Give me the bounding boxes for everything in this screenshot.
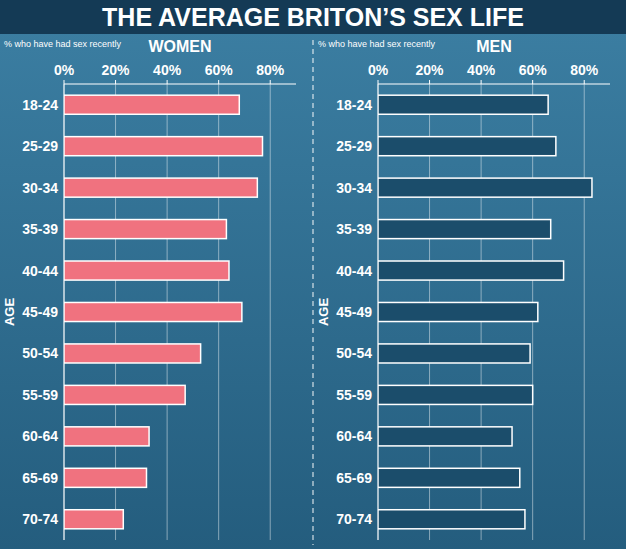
tick-mark [218,80,219,84]
bar [378,178,592,197]
bar [64,385,185,404]
bar [64,95,239,114]
category-label: 30-34 [22,180,58,196]
category-label: 35-39 [22,221,58,237]
grid-line [584,84,585,540]
category-label: 50-54 [336,345,372,361]
bar [378,95,548,114]
bar [378,261,564,280]
category-label: 30-34 [336,180,372,196]
chart-root: THE AVERAGE BRITON’S SEX LIFE % who have … [0,0,626,549]
tick-label: 20% [416,62,445,78]
x-axis-title: % who have had sex recently [318,39,436,49]
bar [64,427,149,446]
bar [378,302,538,321]
category-label: 35-39 [336,221,372,237]
tick-mark [270,80,271,84]
tick-label: 40% [153,62,182,78]
panel-title: WOMEN [148,38,211,55]
bars [64,95,262,529]
bar [64,468,146,487]
tick-label: 60% [519,62,548,78]
tick-mark [167,80,168,84]
tick-label: 80% [256,62,285,78]
bar [378,385,533,404]
panel-divider [312,40,313,545]
title-banner [0,0,626,34]
bar [64,261,229,280]
tick-mark [584,80,585,84]
panel-title: MEN [476,38,512,55]
category-label: 18-24 [336,97,372,113]
panel: % who have had sex recently MEN 0% 20% 40% 60… [316,38,610,540]
category-label: 70-74 [22,511,58,527]
category-label: 65-69 [22,470,58,486]
tick-mark [378,80,379,84]
category-label: 40-44 [22,263,58,279]
category-label: 45-49 [336,304,372,320]
tick-mark [429,80,430,84]
category-label: 25-29 [336,138,372,154]
bar [378,344,530,363]
category-label: 60-64 [22,428,58,444]
category-label: 55-59 [22,387,58,403]
bar [64,220,226,239]
bar [378,510,525,529]
bar [378,468,520,487]
bar [378,137,556,156]
tick-label: 0% [368,62,389,78]
category-label: 45-49 [22,304,58,320]
y-axis-title: AGE [316,298,331,327]
bar [64,344,201,363]
chart-title: THE AVERAGE BRITON’S SEX LIFE [102,3,524,31]
background [0,0,626,549]
bars [378,95,592,529]
tick-mark [115,80,116,84]
tick-label: 80% [570,62,599,78]
bar [378,427,512,446]
x-axis-line [64,84,296,85]
bar [64,510,123,529]
category-label: 40-44 [336,263,372,279]
tick-label: 60% [205,62,234,78]
bar [64,302,242,321]
category-label: 60-64 [336,428,372,444]
category-label: 55-59 [336,387,372,403]
bar [64,178,257,197]
tick-mark [64,80,65,84]
y-axis-title: AGE [2,298,17,327]
tick-label: 20% [102,62,131,78]
category-label: 50-54 [22,345,58,361]
tick-label: 0% [54,62,75,78]
panel: % who have had sex recently WOMEN 0% 20% 40%… [2,38,296,540]
category-label: 25-29 [22,138,58,154]
x-axis-line [378,84,610,85]
tick-mark [532,80,533,84]
bar [64,137,262,156]
category-label: 65-69 [336,470,372,486]
category-label: 70-74 [336,511,372,527]
grid-line [270,84,271,540]
category-label: 18-24 [22,97,58,113]
bar [378,220,551,239]
tick-label: 40% [467,62,496,78]
tick-mark [481,80,482,84]
x-axis-title: % who have had sex recently [4,39,122,49]
